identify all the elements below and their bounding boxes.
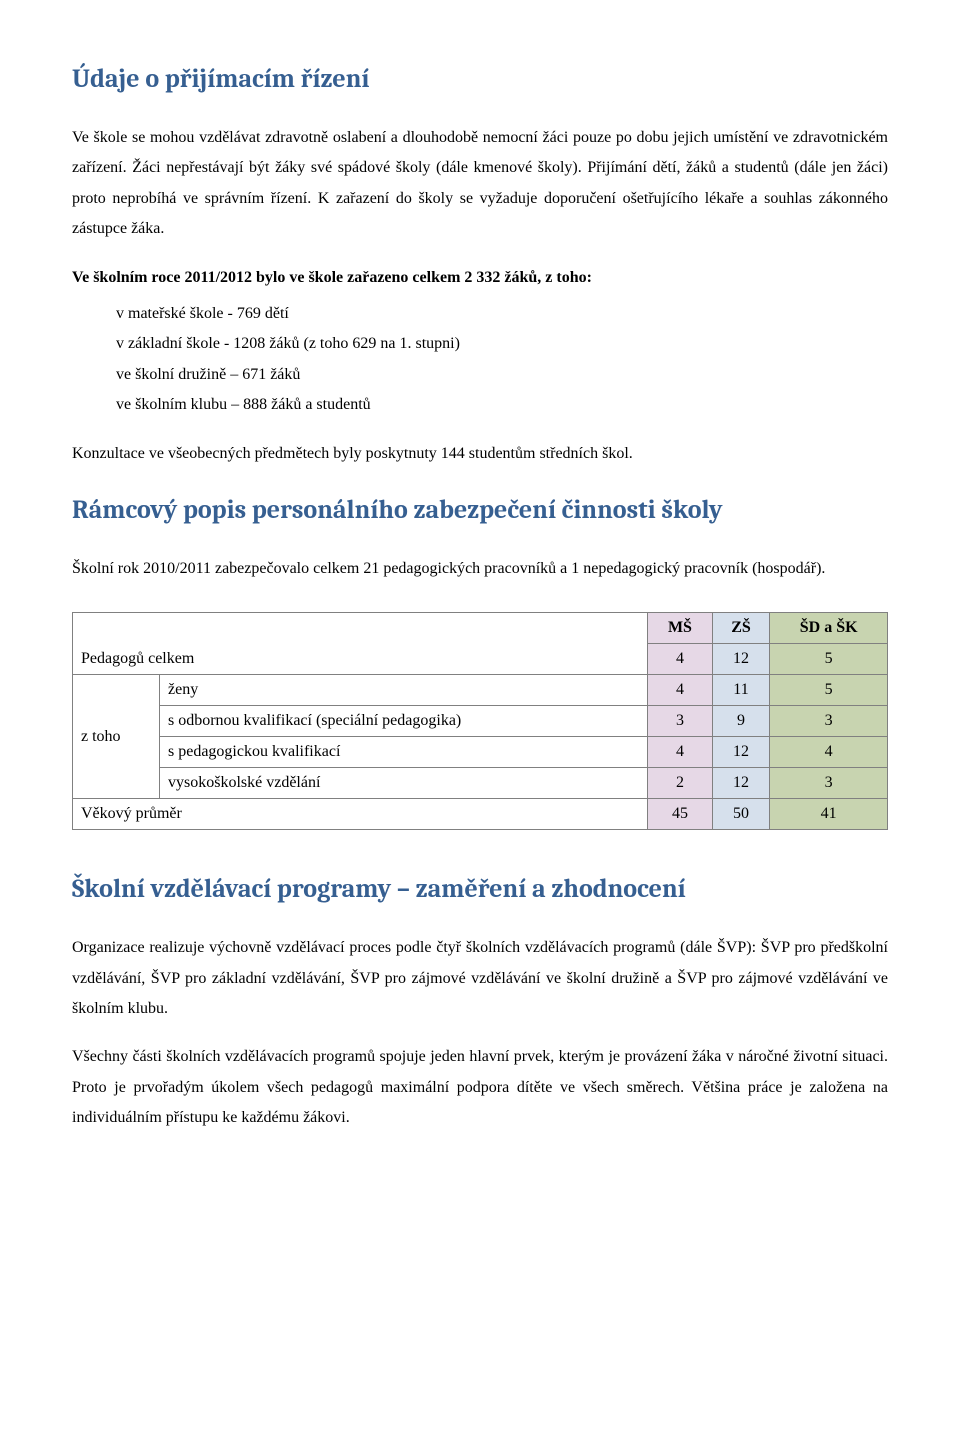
consultations-line: Konzultace ve všeobecných předmětech byl… — [72, 439, 888, 469]
heading-svp: Školní vzdělávací programy – zaměření a … — [72, 870, 888, 909]
cell-zs: 12 — [712, 768, 770, 799]
cell-sd: 4 — [770, 737, 888, 768]
svp-paragraph-1: Organizace realizuje výchovně vzdělávací… — [72, 933, 888, 1024]
cell-zs: 9 — [712, 706, 770, 737]
ztoho-label: z toho — [73, 675, 160, 799]
cell-ms: 3 — [648, 706, 713, 737]
table-row: Věkový průměr 45 50 41 — [73, 799, 888, 830]
list-item: v základní škole - 1208 žáků (z toho 629… — [72, 329, 888, 359]
cell-sd: 3 — [770, 706, 888, 737]
cell-ms: 2 — [648, 768, 713, 799]
cell-ms: 4 — [648, 737, 713, 768]
col-header-zs: ZŠ — [712, 613, 770, 644]
col-header-sd: ŠD a ŠK — [770, 613, 888, 644]
heading-staffing: Rámcový popis personálního zabezpečení č… — [72, 491, 888, 530]
cell-zs: 12 — [712, 737, 770, 768]
row-label: s odbornou kvalifikací (speciální pedago… — [160, 706, 648, 737]
cell-sd: 41 — [770, 799, 888, 830]
cell-ms: 45 — [648, 799, 713, 830]
row-label: s pedagogickou kvalifikací — [160, 737, 648, 768]
enrollment-lead: Ve školním roce 2011/2012 bylo ve škole … — [72, 263, 888, 293]
table-row: MŠ ZŠ ŠD a ŠK — [73, 613, 888, 644]
table-row: Pedagogů celkem 4 12 5 — [73, 644, 888, 675]
table-row: s pedagogickou kvalifikací 4 12 4 — [73, 737, 888, 768]
enrollment-list: v mateřské škole - 769 dětí v základní š… — [72, 299, 888, 421]
cell-zs: 11 — [712, 675, 770, 706]
blank-cell — [73, 613, 648, 644]
cell-sd: 5 — [770, 675, 888, 706]
table-row: s odbornou kvalifikací (speciální pedago… — [73, 706, 888, 737]
table-row: vysokoškolské vzdělání 2 12 3 — [73, 768, 888, 799]
row-label: vysokoškolské vzdělání — [160, 768, 648, 799]
staffing-paragraph: Školní rok 2010/2011 zabezpečovalo celke… — [72, 554, 888, 584]
cell-ms: 4 — [648, 644, 713, 675]
cell-ms: 4 — [648, 675, 713, 706]
list-item: v mateřské škole - 769 dětí — [72, 299, 888, 329]
list-item: ve školní družině – 671 žáků — [72, 360, 888, 390]
cell-zs: 50 — [712, 799, 770, 830]
table-row: z toho ženy 4 11 5 — [73, 675, 888, 706]
cell-zs: 12 — [712, 644, 770, 675]
col-header-ms: MŠ — [648, 613, 713, 644]
list-item: ve školním klubu – 888 žáků a studentů — [72, 390, 888, 420]
cell-sd: 5 — [770, 644, 888, 675]
admissions-paragraph: Ve škole se mohou vzdělávat zdravotně os… — [72, 123, 888, 245]
row-label: ženy — [160, 675, 648, 706]
row-label: Věkový průměr — [73, 799, 648, 830]
cell-sd: 3 — [770, 768, 888, 799]
svp-paragraph-2: Všechny části školních vzdělávacích prog… — [72, 1042, 888, 1133]
heading-admissions: Údaje o přijímacím řízení — [72, 60, 888, 99]
staffing-table: MŠ ZŠ ŠD a ŠK Pedagogů celkem 4 12 5 z t… — [72, 612, 888, 830]
row-label: Pedagogů celkem — [73, 644, 648, 675]
